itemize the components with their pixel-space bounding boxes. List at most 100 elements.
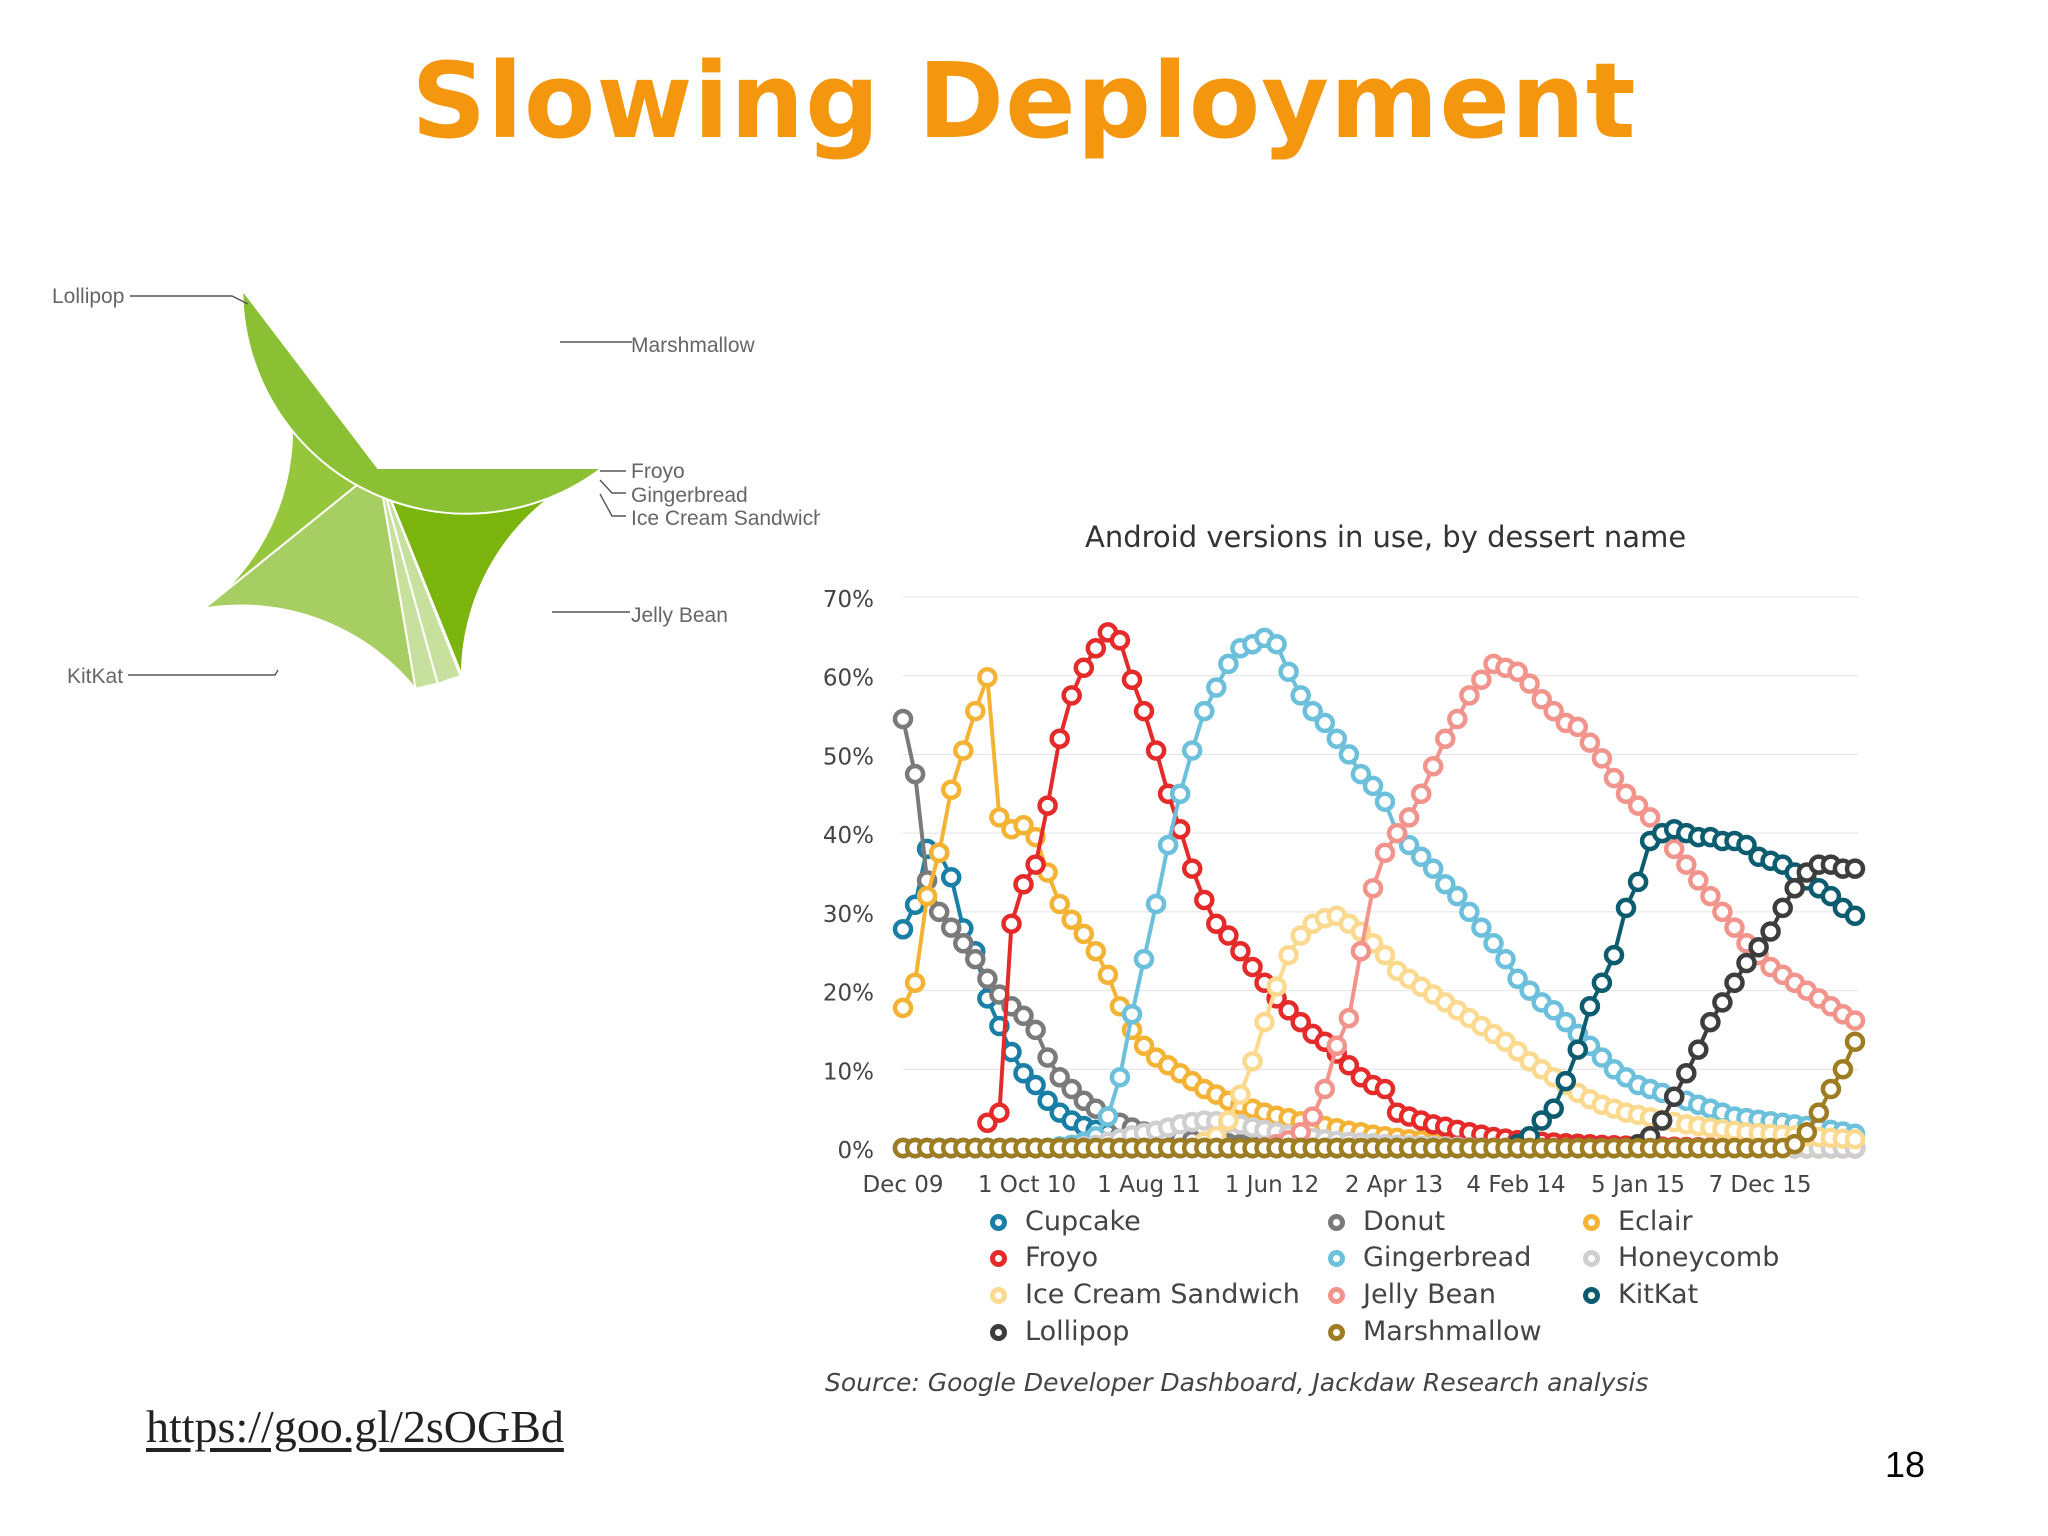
data-point	[1483, 933, 1504, 954]
data-point	[1109, 1066, 1131, 1088]
data-point	[1061, 1078, 1082, 1100]
data-point	[1085, 940, 1107, 962]
data-point	[1543, 1000, 1564, 1021]
data-point	[1410, 783, 1432, 805]
data-point	[892, 918, 914, 940]
data-point	[1832, 1059, 1854, 1080]
data-point	[1591, 1047, 1613, 1068]
legend-item-ice-cream-sandwich: Ice Cream Sandwich	[990, 1279, 1300, 1310]
legend-item-marshmallow: Marshmallow	[1328, 1316, 1542, 1347]
data-point	[1362, 877, 1384, 899]
data-point	[1073, 923, 1095, 945]
data-point	[1567, 1039, 1589, 1060]
data-point	[928, 842, 950, 864]
data-point	[904, 763, 926, 785]
pie-slice-jelly-bean	[200, 466, 418, 693]
data-point	[1591, 748, 1613, 769]
data-point	[1218, 1110, 1239, 1131]
legend-item-donut: Donut	[1328, 1206, 1445, 1237]
data-point	[1784, 1133, 1805, 1155]
data-point	[1290, 1011, 1311, 1033]
data-point	[1013, 874, 1034, 895]
data-point	[1350, 940, 1372, 962]
data-point	[1073, 657, 1095, 679]
y-tick-label: 20%	[823, 981, 874, 1007]
data-point	[892, 708, 914, 730]
x-tick-label: Dec 09	[862, 1172, 943, 1198]
data-point	[1422, 858, 1444, 879]
data-point	[1037, 795, 1058, 816]
leader-ics	[599, 493, 626, 517]
legend-marker-icon	[1328, 1250, 1345, 1267]
data-point	[1350, 763, 1372, 785]
y-tick-label: 60%	[823, 666, 874, 692]
legend-label: Donut	[1363, 1206, 1446, 1237]
legend-marker-icon	[990, 1214, 1007, 1231]
data-point	[1844, 905, 1866, 927]
y-tick-label: 70%	[823, 587, 874, 613]
legend-item-froyo: Froyo	[990, 1242, 1098, 1273]
data-point	[1037, 1090, 1058, 1112]
data-point	[1242, 1051, 1263, 1072]
x-tick-label: 1 Oct 10	[978, 1172, 1076, 1198]
data-point	[1206, 913, 1227, 934]
page-number: 18	[1885, 1444, 1926, 1485]
data-point	[1061, 909, 1082, 930]
pie-leader-lines	[128, 295, 632, 676]
data-point	[1676, 854, 1697, 875]
legend-label: KitKat	[1618, 1279, 1699, 1310]
data-point	[1760, 921, 1781, 942]
pie-slice-lollipop	[241, 286, 605, 515]
data-point	[1447, 708, 1468, 730]
data-point	[1290, 925, 1311, 946]
data-point	[1459, 685, 1480, 706]
x-tick-label: 2 Apr 13	[1345, 1172, 1443, 1198]
data-point	[1242, 956, 1263, 978]
data-point	[1422, 755, 1444, 777]
legend-label: Cupcake	[1025, 1206, 1141, 1237]
data-point	[1688, 1039, 1709, 1060]
source-link[interactable]: https://goo.gl/2sOGBd	[146, 1401, 564, 1452]
pie-label-jellybean: Jelly Bean	[631, 604, 728, 627]
data-point	[1025, 1074, 1046, 1096]
y-tick-label: 30%	[823, 902, 874, 928]
data-point	[892, 997, 914, 1019]
data-point	[1278, 1000, 1299, 1021]
legend-item-jelly-bean: Jelly Bean	[1328, 1279, 1496, 1310]
data-point	[904, 972, 926, 993]
data-point	[1109, 630, 1131, 651]
data-point	[1435, 728, 1456, 749]
data-point	[1410, 846, 1432, 868]
data-point	[1579, 732, 1601, 753]
x-tick-label: 1 Jun 12	[1225, 1172, 1319, 1198]
data-point	[977, 968, 998, 990]
data-point	[1218, 925, 1239, 946]
data-point	[1543, 700, 1564, 722]
data-point	[1025, 854, 1046, 875]
data-point	[1627, 871, 1649, 893]
data-point	[1615, 783, 1637, 805]
data-point	[1784, 877, 1805, 899]
data-point	[1459, 901, 1480, 923]
data-point	[1579, 996, 1601, 1017]
data-point	[1844, 1010, 1866, 1031]
data-point	[1844, 858, 1866, 879]
data-point	[989, 807, 1010, 828]
data-point	[1338, 1007, 1360, 1029]
data-point	[1085, 637, 1107, 659]
data-point	[1290, 685, 1311, 706]
pie-label-ics: Ice Cream Sandwich	[631, 507, 820, 530]
data-point	[1772, 897, 1793, 919]
legend-item-eclair: Eclair	[1583, 1206, 1693, 1237]
data-point	[1278, 944, 1299, 966]
data-point	[1362, 775, 1384, 797]
y-tick-label: 50%	[823, 744, 874, 770]
data-point	[1145, 893, 1167, 915]
x-axis-ticks: Dec 09 1 Oct 10 1 Aug 11 1 Jun 12 2 Apr 13 4 …	[862, 1172, 1811, 1198]
data-point	[1639, 807, 1661, 828]
x-tick-label: 7 Dec 15	[1708, 1172, 1811, 1198]
legend-label: Marshmallow	[1363, 1316, 1542, 1347]
data-point	[1133, 700, 1155, 722]
data-point	[1748, 937, 1769, 958]
